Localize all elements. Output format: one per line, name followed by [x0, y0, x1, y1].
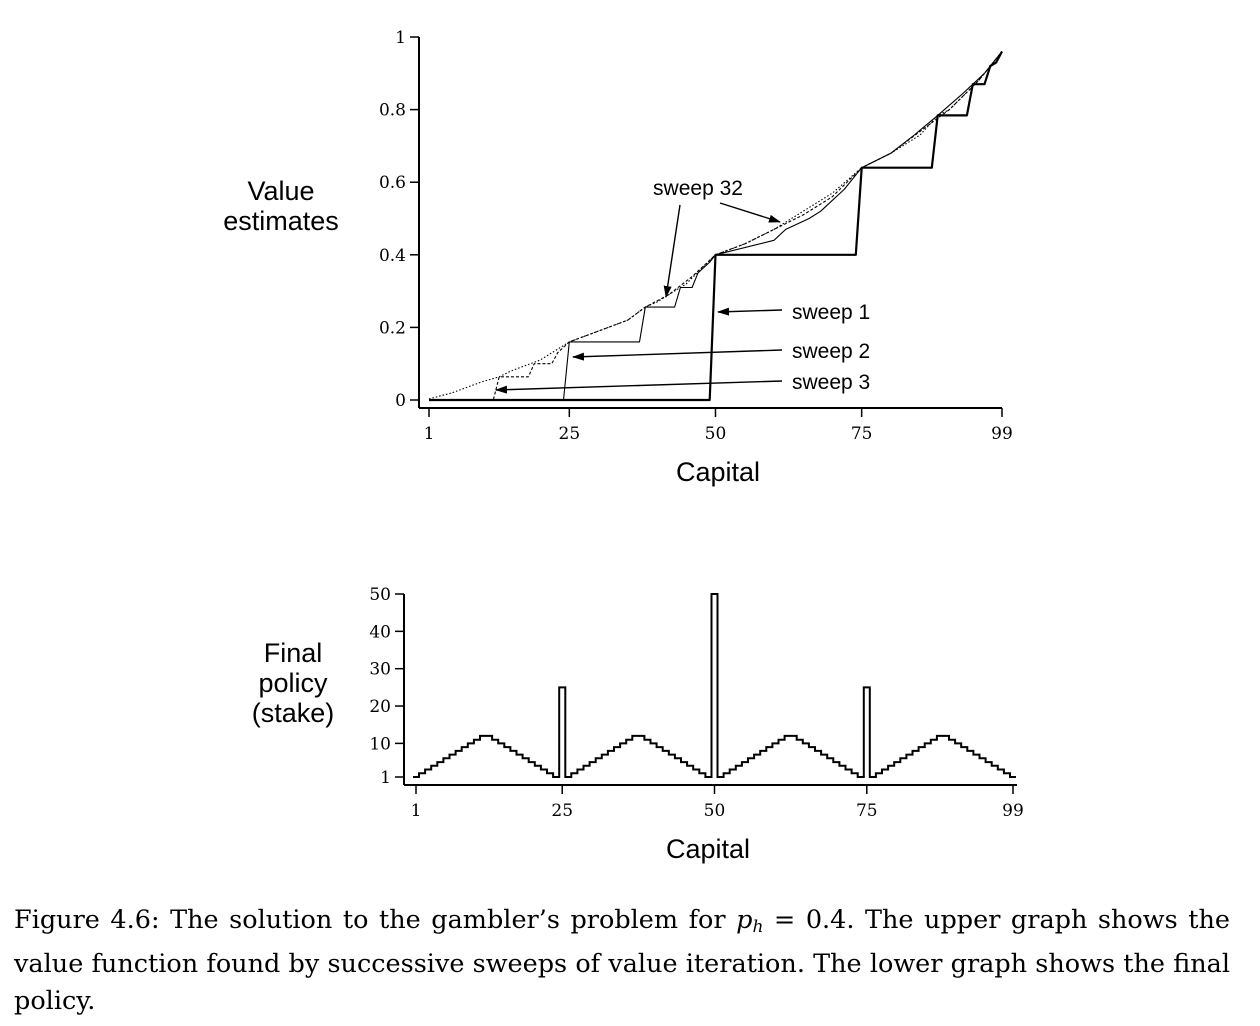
policy-chart-axes: 1 10 20 30 40 50 1 25 50 75 99: [369, 585, 1023, 821]
policy-y-tick-label: 20: [369, 697, 391, 717]
policy-chart-ylabel-line1: Final: [264, 638, 323, 668]
annotation-arrow: [719, 202, 781, 223]
policy-y-tick-label: 40: [369, 622, 391, 642]
policy-chart-series: [413, 593, 1016, 778]
annotation-arrow: [572, 349, 783, 361]
value-y-tick-label: 1: [395, 28, 406, 48]
policy-x-tick-label: 1: [411, 801, 422, 821]
series-sweep-2: [429, 51, 1003, 401]
series-sweep-1: [429, 50, 1003, 402]
annotation-sweep-2: sweep 2: [792, 340, 870, 363]
value-chart-xlabel: Capital: [676, 457, 760, 487]
value-x-tick-label: 1: [424, 424, 435, 444]
value-y-tick-label: 0.2: [379, 318, 406, 338]
series-sweep-3: [429, 51, 1003, 401]
value-y-tick-label: 0: [395, 391, 406, 411]
caption-lead: Figure 4.6: The solution to the gambler’…: [14, 905, 737, 935]
value-chart-ylabel-line1: Value: [247, 176, 314, 206]
value-y-tick-label: 0.4: [379, 246, 406, 266]
policy-y-tick-label: 50: [369, 585, 391, 605]
value-x-tick-label: 25: [559, 424, 581, 444]
policy-y-tick-label: 30: [369, 660, 391, 680]
value-chart-annotations: sweep 32 sweep 1 sweep 2 sweep 3: [495, 177, 870, 394]
value-x-tick-label: 99: [991, 424, 1013, 444]
annotation-sweep-32: sweep 32: [653, 177, 743, 200]
policy-x-tick-label: 75: [856, 801, 878, 821]
annotation-arrow: [663, 204, 681, 298]
policy-chart-xlabel: Capital: [666, 834, 750, 864]
value-x-tick-label: 50: [705, 424, 727, 444]
annotation-arrow: [495, 380, 783, 394]
policy-y-tick-label: 1: [380, 768, 391, 788]
value-x-tick-label: 75: [851, 424, 873, 444]
annotation-sweep-1: sweep 1: [792, 301, 870, 324]
policy-x-tick-label: 50: [704, 801, 726, 821]
value-chart-series: [428, 50, 1003, 402]
caption-sub: h: [752, 917, 764, 937]
value-chart: Value estimates 00.20.40.60.811 25 50 75 99 …: [223, 28, 1013, 487]
policy-chart: Final policy (stake) 1 10 20 30 40 50 1 25 50 75 9…: [252, 585, 1024, 864]
annotation-arrow: [717, 307, 783, 316]
caption-rest: = 0.4. The upper graph shows the value f…: [14, 905, 1230, 1016]
policy-y-tick-label: 10: [369, 734, 391, 754]
policy-x-tick-label: 99: [1002, 801, 1024, 821]
value-y-tick-label: 0.8: [379, 101, 406, 121]
series-sweep-32: [428, 51, 1003, 400]
policy-chart-ylabel-line2: policy: [258, 668, 328, 698]
policy-stake-line: [413, 593, 1016, 778]
value-chart-ylabel-line2: estimates: [223, 206, 339, 236]
value-chart-axes: 0 0.2 0.4 0.6 0.8 1 1 25 50 75 99: [379, 28, 1013, 444]
caption-var: p: [736, 905, 753, 935]
annotation-sweep-3: sweep 3: [792, 371, 870, 394]
value-y-tick-label: 0.6: [379, 173, 406, 193]
policy-chart-ylabel-line3: (stake): [252, 698, 335, 728]
figure-caption: Figure 4.6: The solution to the gambler’…: [14, 902, 1230, 1020]
policy-x-tick-label: 25: [551, 801, 573, 821]
